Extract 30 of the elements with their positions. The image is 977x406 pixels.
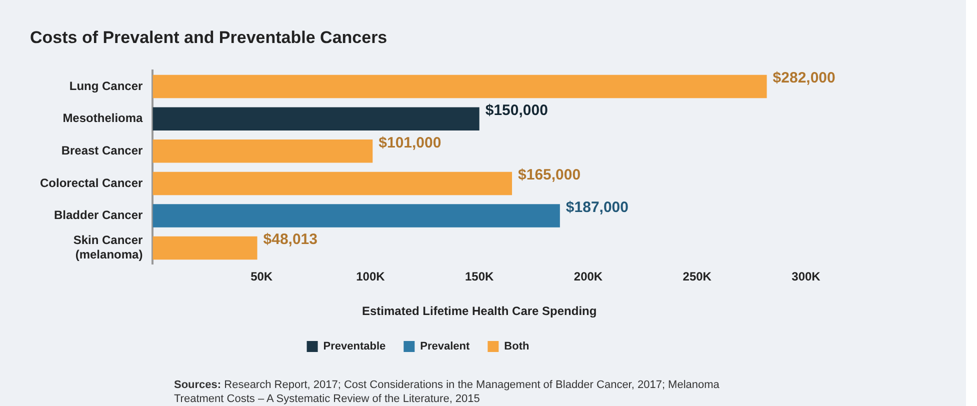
- x-tick-label: 150K: [465, 270, 494, 284]
- data-label: $187,000: [566, 198, 629, 216]
- y-tick-label: Bladder Cancer: [54, 208, 144, 222]
- data-label: $101,000: [378, 134, 442, 152]
- y-tick-label: Lung Cancer: [69, 78, 144, 93]
- x-tick-label: 300K: [792, 270, 821, 284]
- y-tick-label: Breast Cancer: [61, 143, 144, 158]
- data-label: $150,000: [485, 102, 548, 119]
- bar: [152, 172, 512, 196]
- x-axis-title: Estimated Lifetime Health Care Spending: [362, 304, 597, 318]
- bar: [152, 74, 767, 98]
- data-label: $282,000: [772, 70, 836, 87]
- legend-label: Both: [504, 340, 530, 353]
- bar: [152, 107, 480, 130]
- data-label: $48,013: [263, 231, 318, 248]
- x-tick-label: 250K: [682, 270, 712, 284]
- bar: [152, 204, 560, 228]
- legend-label: Preventable: [323, 340, 386, 353]
- y-tick-label: Skin Cancer (melanoma): [73, 233, 144, 262]
- y-tick-label: Mesothelioma: [62, 111, 144, 126]
- bar: [152, 236, 258, 260]
- chart-title: Costs of Prevalent and Preventable Cancers: [30, 28, 388, 47]
- source-note: Sources: Research Report, 2017; Cost Considerations in the Management of Bladder Cancer, 2017; Melanoma Treatment Costs – A Systematic Review of the Literature, 2015: [174, 378, 720, 406]
- y-tick-label: Colorectal Cancer: [40, 176, 144, 190]
- x-tick-label: 100K: [356, 270, 386, 284]
- legend-label: Prevalent: [420, 340, 470, 353]
- x-tick-label: 50K: [250, 270, 273, 284]
- data-label: $165,000: [518, 166, 581, 184]
- bar: [152, 140, 373, 163]
- x-tick-label: 200K: [574, 270, 603, 284]
